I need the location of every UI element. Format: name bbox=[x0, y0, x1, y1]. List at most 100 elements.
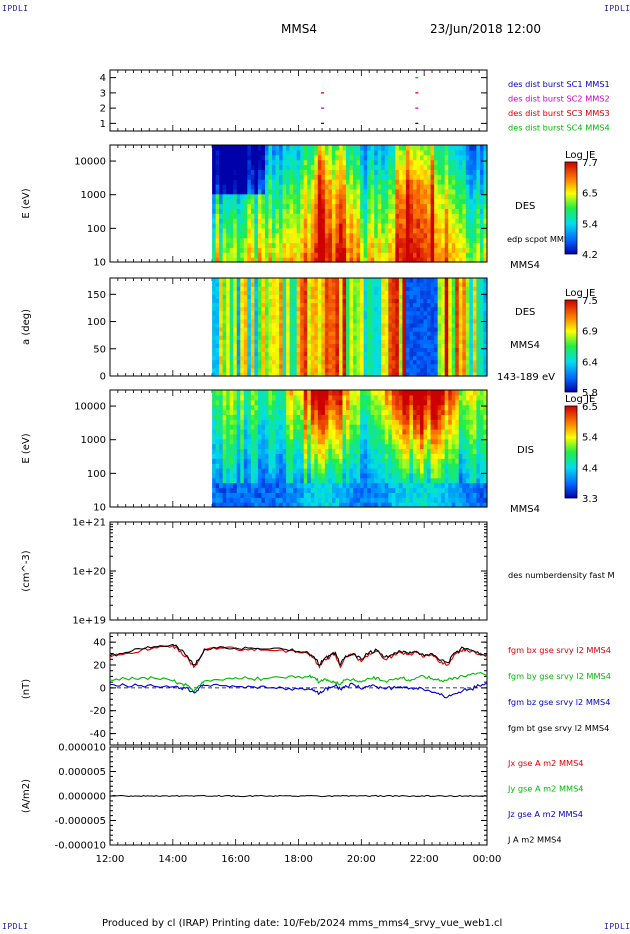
spectrogram-cell bbox=[328, 335, 333, 340]
spectrogram-cell bbox=[236, 443, 241, 450]
spectrogram-cell bbox=[391, 198, 396, 205]
spectrogram-cell bbox=[279, 443, 284, 450]
spectrogram-cell bbox=[254, 159, 259, 166]
spectrogram-cell bbox=[335, 355, 340, 361]
spectrogram-cell bbox=[416, 257, 421, 263]
spectrogram-cell bbox=[388, 179, 393, 185]
spectrogram-cell bbox=[483, 252, 488, 258]
spectrogram-cell bbox=[405, 367, 411, 373]
spectrogram-cell bbox=[405, 282, 411, 287]
spectrogram-cell bbox=[335, 351, 340, 357]
spectrogram-cell bbox=[437, 290, 442, 295]
spectrogram-cell bbox=[448, 294, 453, 300]
spectrogram-cell bbox=[448, 343, 453, 349]
spectrogram-cell bbox=[272, 318, 277, 324]
spectrogram-cell bbox=[356, 347, 361, 353]
spectrogram-cell bbox=[328, 203, 333, 209]
spectrogram-cell bbox=[247, 159, 252, 166]
spectrogram-cell bbox=[303, 252, 308, 258]
spectrogram-cell bbox=[381, 193, 386, 200]
spectrogram-cell bbox=[226, 331, 231, 336]
spectrogram-cell bbox=[353, 278, 358, 283]
spectrogram-cell bbox=[388, 145, 393, 151]
spectrogram-cell bbox=[296, 257, 301, 263]
spectrogram-cell bbox=[233, 179, 238, 185]
spectrogram-cell bbox=[398, 257, 404, 263]
spectrogram-cell bbox=[342, 367, 347, 373]
spectrogram-cell bbox=[360, 149, 365, 156]
spectrogram-cell bbox=[423, 298, 428, 304]
spectrogram-cell bbox=[384, 227, 389, 234]
spectrogram-cell bbox=[395, 318, 400, 324]
spectrogram-cell bbox=[381, 188, 386, 195]
spectrogram-cell bbox=[384, 149, 389, 156]
spectrogram-cell bbox=[356, 322, 361, 328]
spectrogram-cell bbox=[296, 363, 301, 369]
spectrogram-cell bbox=[465, 367, 470, 373]
spectrogram-cell bbox=[300, 355, 305, 361]
spectrogram-cell bbox=[307, 145, 312, 151]
spectrogram-cell bbox=[261, 414, 266, 420]
spectrogram-cell bbox=[479, 351, 485, 357]
spectrogram-cell bbox=[314, 310, 319, 316]
spectrogram-cell bbox=[338, 169, 344, 175]
spectrogram-cell bbox=[212, 343, 217, 349]
spectrogram-cell bbox=[310, 331, 315, 336]
spectrogram-cell bbox=[233, 463, 238, 469]
spectrogram-cell bbox=[328, 322, 333, 328]
spectrogram-cell bbox=[346, 290, 351, 295]
spectrogram-cell bbox=[257, 371, 263, 377]
spectrogram-cell bbox=[233, 278, 238, 283]
spectrogram-cell bbox=[272, 409, 277, 415]
spectrogram-cell bbox=[349, 203, 354, 209]
spectrogram-cell bbox=[363, 242, 368, 248]
spectrogram-cell bbox=[455, 179, 460, 185]
spectrogram-cell bbox=[275, 242, 280, 248]
spectrogram-cell bbox=[462, 169, 467, 175]
spectrogram-cell bbox=[402, 184, 407, 190]
spectrogram-cell bbox=[300, 247, 305, 253]
spectrogram-cell bbox=[257, 247, 263, 253]
spectrogram-cell bbox=[243, 149, 248, 156]
spectrogram-cell bbox=[310, 335, 315, 340]
spectrogram-cell bbox=[441, 227, 446, 234]
spectrogram-cell bbox=[275, 394, 280, 401]
spectrogram-cell bbox=[469, 169, 474, 175]
spectrogram-cell bbox=[465, 286, 470, 291]
spectrogram-cell bbox=[279, 257, 284, 263]
spectrogram-cell bbox=[458, 154, 463, 161]
spectrogram-cell bbox=[293, 318, 298, 324]
spectrogram-cell bbox=[412, 154, 418, 161]
spectrogram-cell bbox=[398, 218, 404, 224]
spectrogram-cell bbox=[458, 335, 463, 340]
spectrogram-cell bbox=[356, 218, 361, 224]
spectrogram-cell bbox=[264, 351, 270, 357]
spectrogram-cell bbox=[395, 198, 400, 205]
spectrogram-cell bbox=[430, 198, 435, 205]
spectrogram-cell bbox=[483, 331, 488, 336]
spectrogram-cell bbox=[279, 174, 284, 180]
spectrogram-cell bbox=[363, 188, 368, 195]
spectrogram-cell bbox=[261, 203, 266, 209]
spectrogram-cell bbox=[469, 159, 474, 166]
spectrogram-cell bbox=[240, 145, 245, 151]
spectrogram-cell bbox=[243, 154, 248, 161]
spectrogram-cell bbox=[261, 487, 266, 493]
spectrogram-cell bbox=[279, 218, 284, 224]
spectrogram-cell bbox=[289, 331, 294, 336]
spectrogram-cell bbox=[346, 355, 351, 361]
spectrogram-cell bbox=[233, 404, 238, 411]
spectrogram-cell bbox=[236, 438, 241, 445]
spectrogram-cell bbox=[409, 179, 414, 185]
spectrogram-cell bbox=[427, 314, 432, 320]
spectrogram-cell bbox=[455, 237, 460, 244]
spectrogram-cell bbox=[398, 339, 404, 344]
spectrogram-cell bbox=[250, 347, 255, 353]
spectrogram-cell bbox=[229, 179, 234, 185]
spectrogram-cell bbox=[483, 159, 488, 166]
spectrogram-cell bbox=[409, 218, 414, 224]
spectrogram-cell bbox=[264, 237, 270, 244]
spectrogram-cell bbox=[310, 310, 315, 316]
spectrogram-cell bbox=[455, 257, 460, 263]
spectrogram-cell bbox=[388, 294, 393, 300]
